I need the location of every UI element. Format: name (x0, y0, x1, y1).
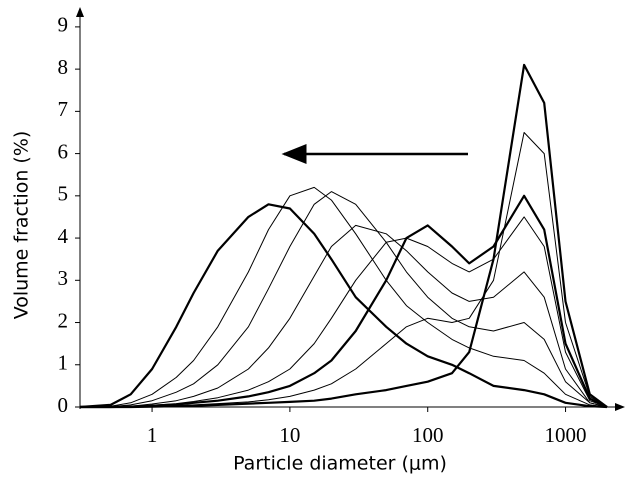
curve (79, 203, 608, 409)
x-tick-label: 1 (147, 423, 158, 447)
y-tick-label: 1 (58, 351, 69, 375)
y-tick-label: 6 (58, 139, 69, 163)
x-tick-label: 1000 (545, 423, 587, 447)
y-tick-label: 2 (58, 308, 69, 332)
x-axis-label: Particle diameter (μm) (233, 453, 447, 475)
curve (80, 194, 608, 409)
y-tick-label: 4 (58, 224, 69, 248)
y-tick-label: 5 (58, 182, 69, 206)
y-tick-label: 0 (58, 393, 69, 417)
curve (80, 216, 608, 408)
x-tick-label: 100 (412, 423, 444, 447)
y-tick-label: 9 (58, 13, 69, 37)
curve (79, 191, 608, 408)
x-tick-label: 10 (279, 423, 300, 447)
y-tick-label: 7 (58, 97, 69, 121)
curve (80, 132, 608, 408)
y-axis-label: Volume fraction (%) (11, 131, 33, 320)
y-tick-label: 3 (58, 266, 69, 290)
curve (79, 186, 608, 408)
y-tick-label: 8 (58, 55, 69, 79)
curve (80, 224, 608, 408)
